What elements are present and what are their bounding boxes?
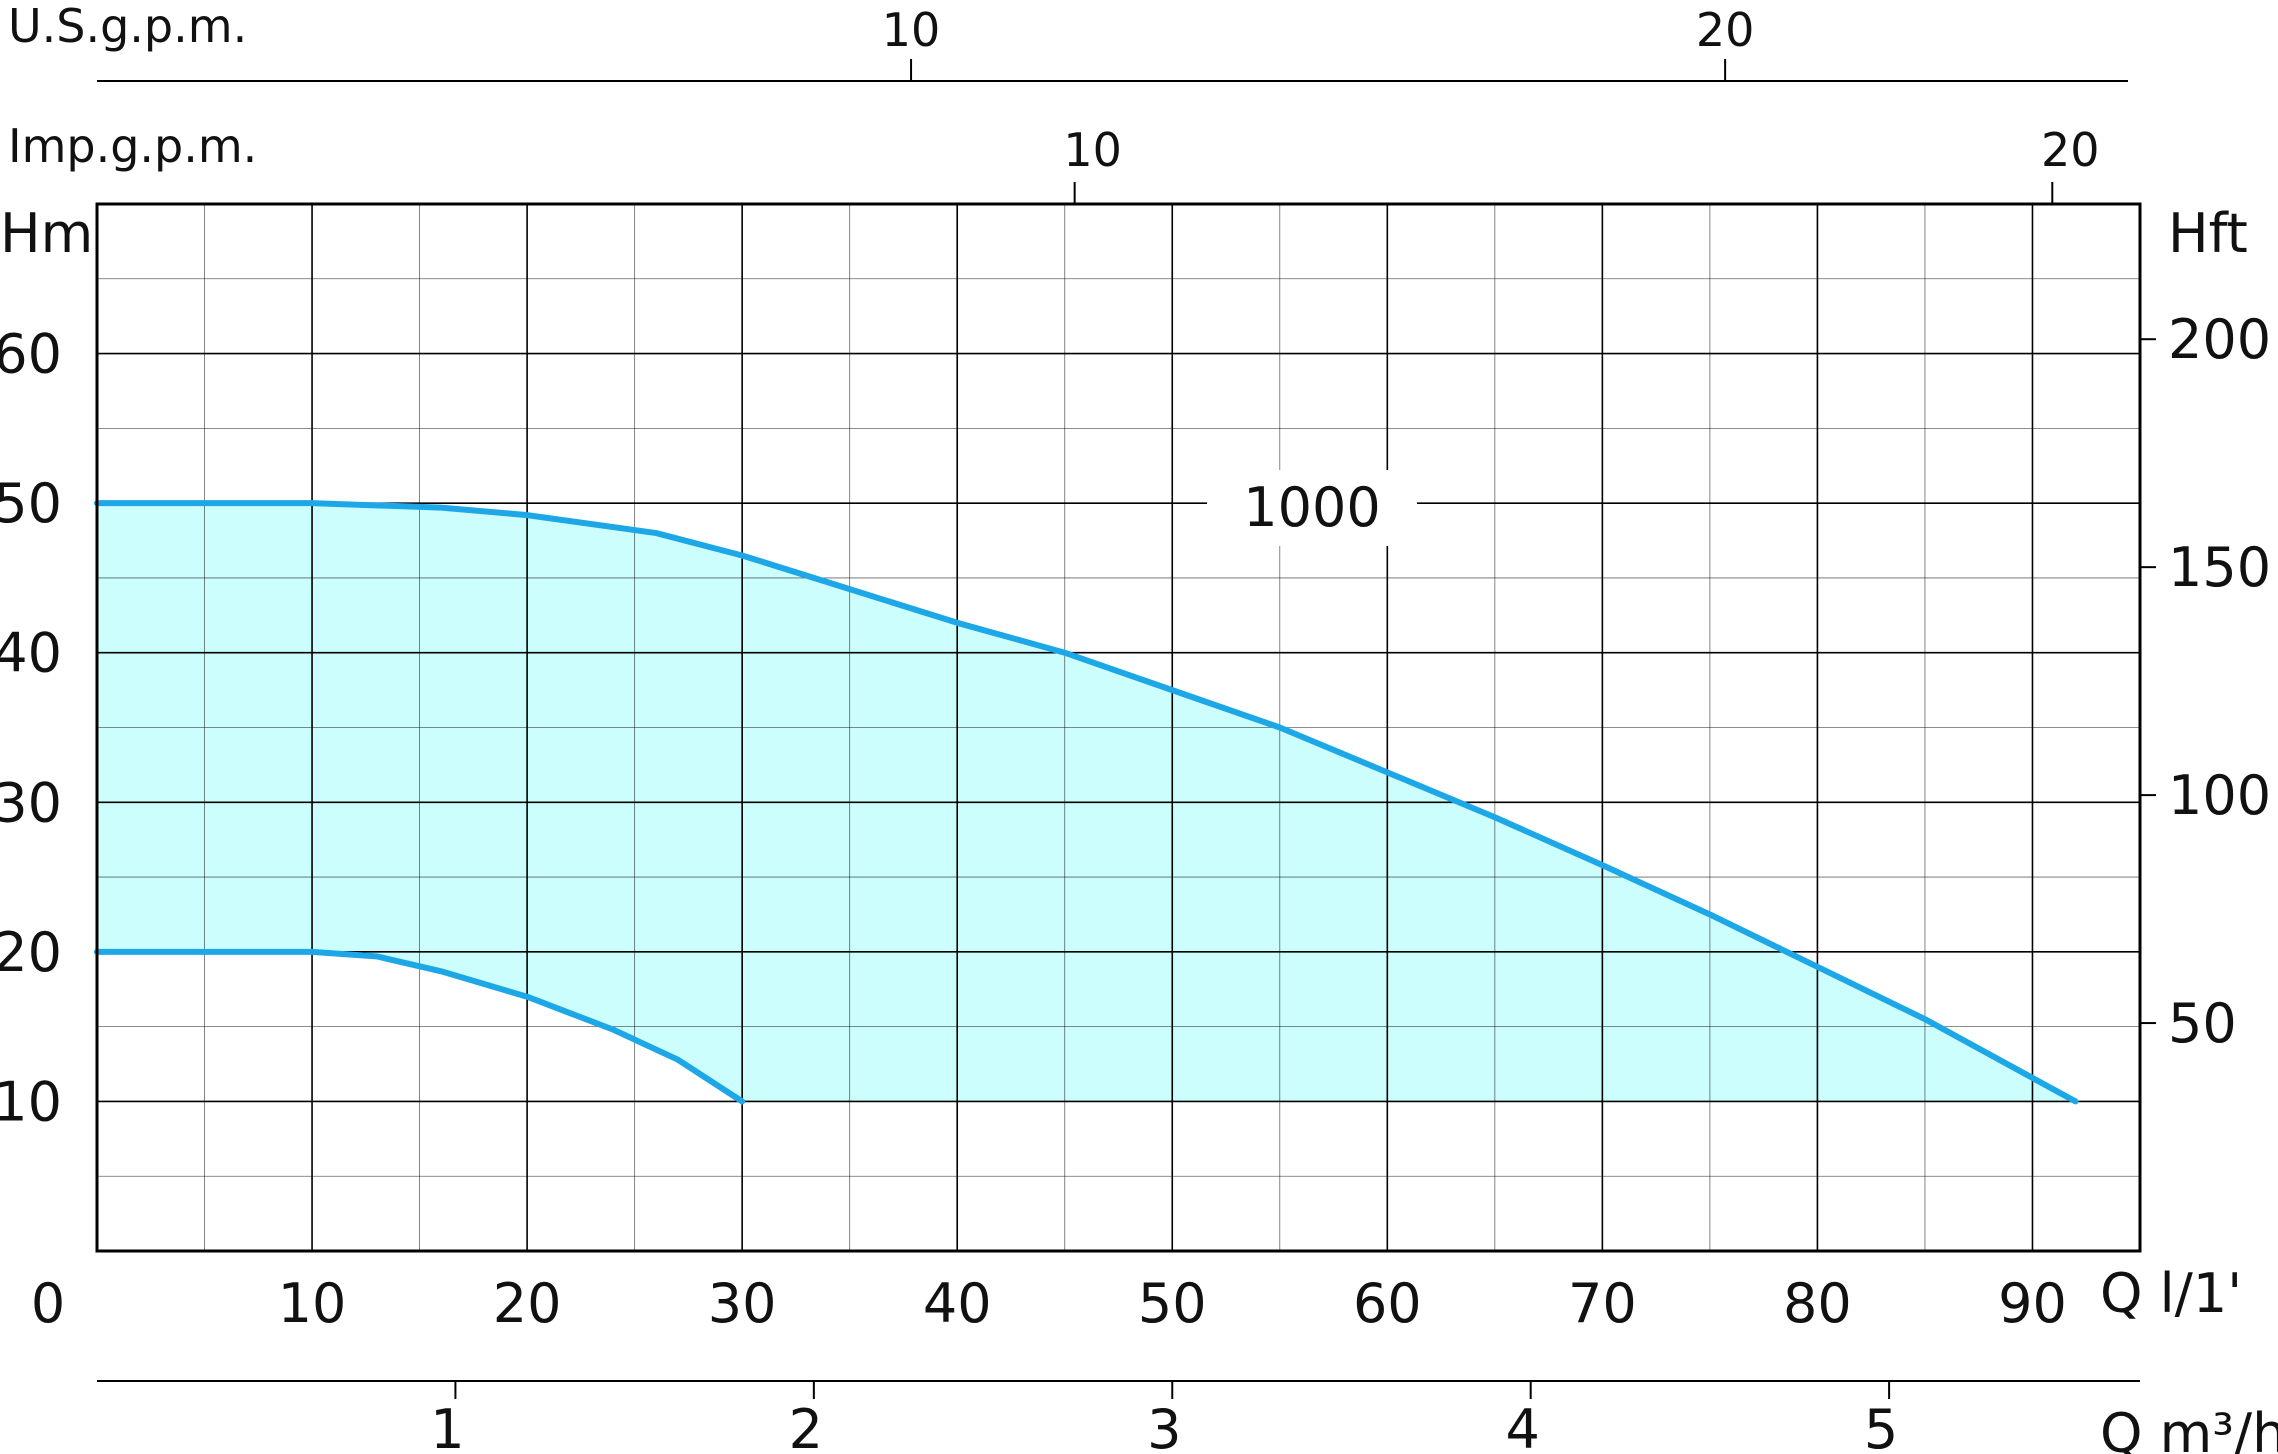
curve-lower (94, 948, 746, 1105)
x-bottom-tick-label: 80 (1783, 1272, 1852, 1335)
x-imp-axis-label: Imp.g.p.m. (8, 119, 257, 173)
x-bottom-tick-label: 50 (1138, 1272, 1207, 1335)
curve-label-box: 1000 (1207, 470, 1417, 546)
x-m3h-tick-label: 4 (1506, 1398, 1540, 1454)
x-bottom-tick-label: 0 (31, 1272, 65, 1335)
performance-curves (94, 500, 2079, 1105)
x-us-tick-label: 20 (1696, 3, 1755, 57)
y-left-axis-label: Hm (0, 202, 93, 265)
x-bottom-axis-label: Q l/1' (2100, 1262, 2242, 1325)
x-bottom-tick-label: 20 (493, 1272, 562, 1335)
y-left-tick-label: 30 (0, 771, 62, 834)
x-us-axis-label: U.S.g.p.m. (8, 0, 247, 53)
y-right-tick-label: 150 (2168, 536, 2271, 599)
x-m3h-tick-label: 1 (430, 1398, 464, 1454)
curve-label: 1000 (1243, 476, 1380, 539)
x-bottom-tick-label: 10 (278, 1272, 347, 1335)
x-m3h-tick-label: 2 (789, 1398, 823, 1454)
y-right-tick-label: 100 (2168, 764, 2271, 827)
y-right-tick-label: 50 (2168, 992, 2237, 1055)
x-bottom-tick-label: 70 (1568, 1272, 1637, 1335)
x-bottom-tick-label: 30 (708, 1272, 777, 1335)
y-left-tick-label: 10 (0, 1070, 62, 1133)
auxiliary-axes: 1 2 3 4 5 10 20 10 20 (97, 3, 2140, 1454)
x-m3h-axis-label: Q m³/h (2100, 1402, 2278, 1454)
y-right-tick-label: 200 (2168, 308, 2271, 371)
x-imp-tick-label: 10 (1063, 123, 1122, 177)
axis-ticks: 10 20 30 40 50 60 50 100 150 200 0 10 20 30 40 50 60 70 80… (0, 308, 2271, 1335)
x-bottom-tick-label: 90 (1998, 1272, 2067, 1335)
x-imp-tick-label: 20 (2041, 123, 2100, 177)
x-bottom-tick-label: 40 (923, 1272, 992, 1335)
x-bottom-tick-label: 60 (1353, 1272, 1422, 1335)
x-m3h-tick-label: 3 (1147, 1398, 1181, 1454)
y-left-tick-label: 20 (0, 921, 62, 984)
y-left-tick-label: 40 (0, 622, 62, 685)
y-left-tick-label: 50 (0, 472, 62, 535)
curve-upper (94, 500, 2079, 1105)
x-m3h-tick-label: 5 (1864, 1398, 1898, 1454)
grid-lines (97, 204, 2140, 1251)
x-us-tick-label: 10 (882, 3, 941, 57)
y-right-axis-label: Hft (2168, 202, 2248, 265)
plot-border (95, 202, 2142, 1253)
y-left-tick-label: 60 (0, 323, 62, 386)
